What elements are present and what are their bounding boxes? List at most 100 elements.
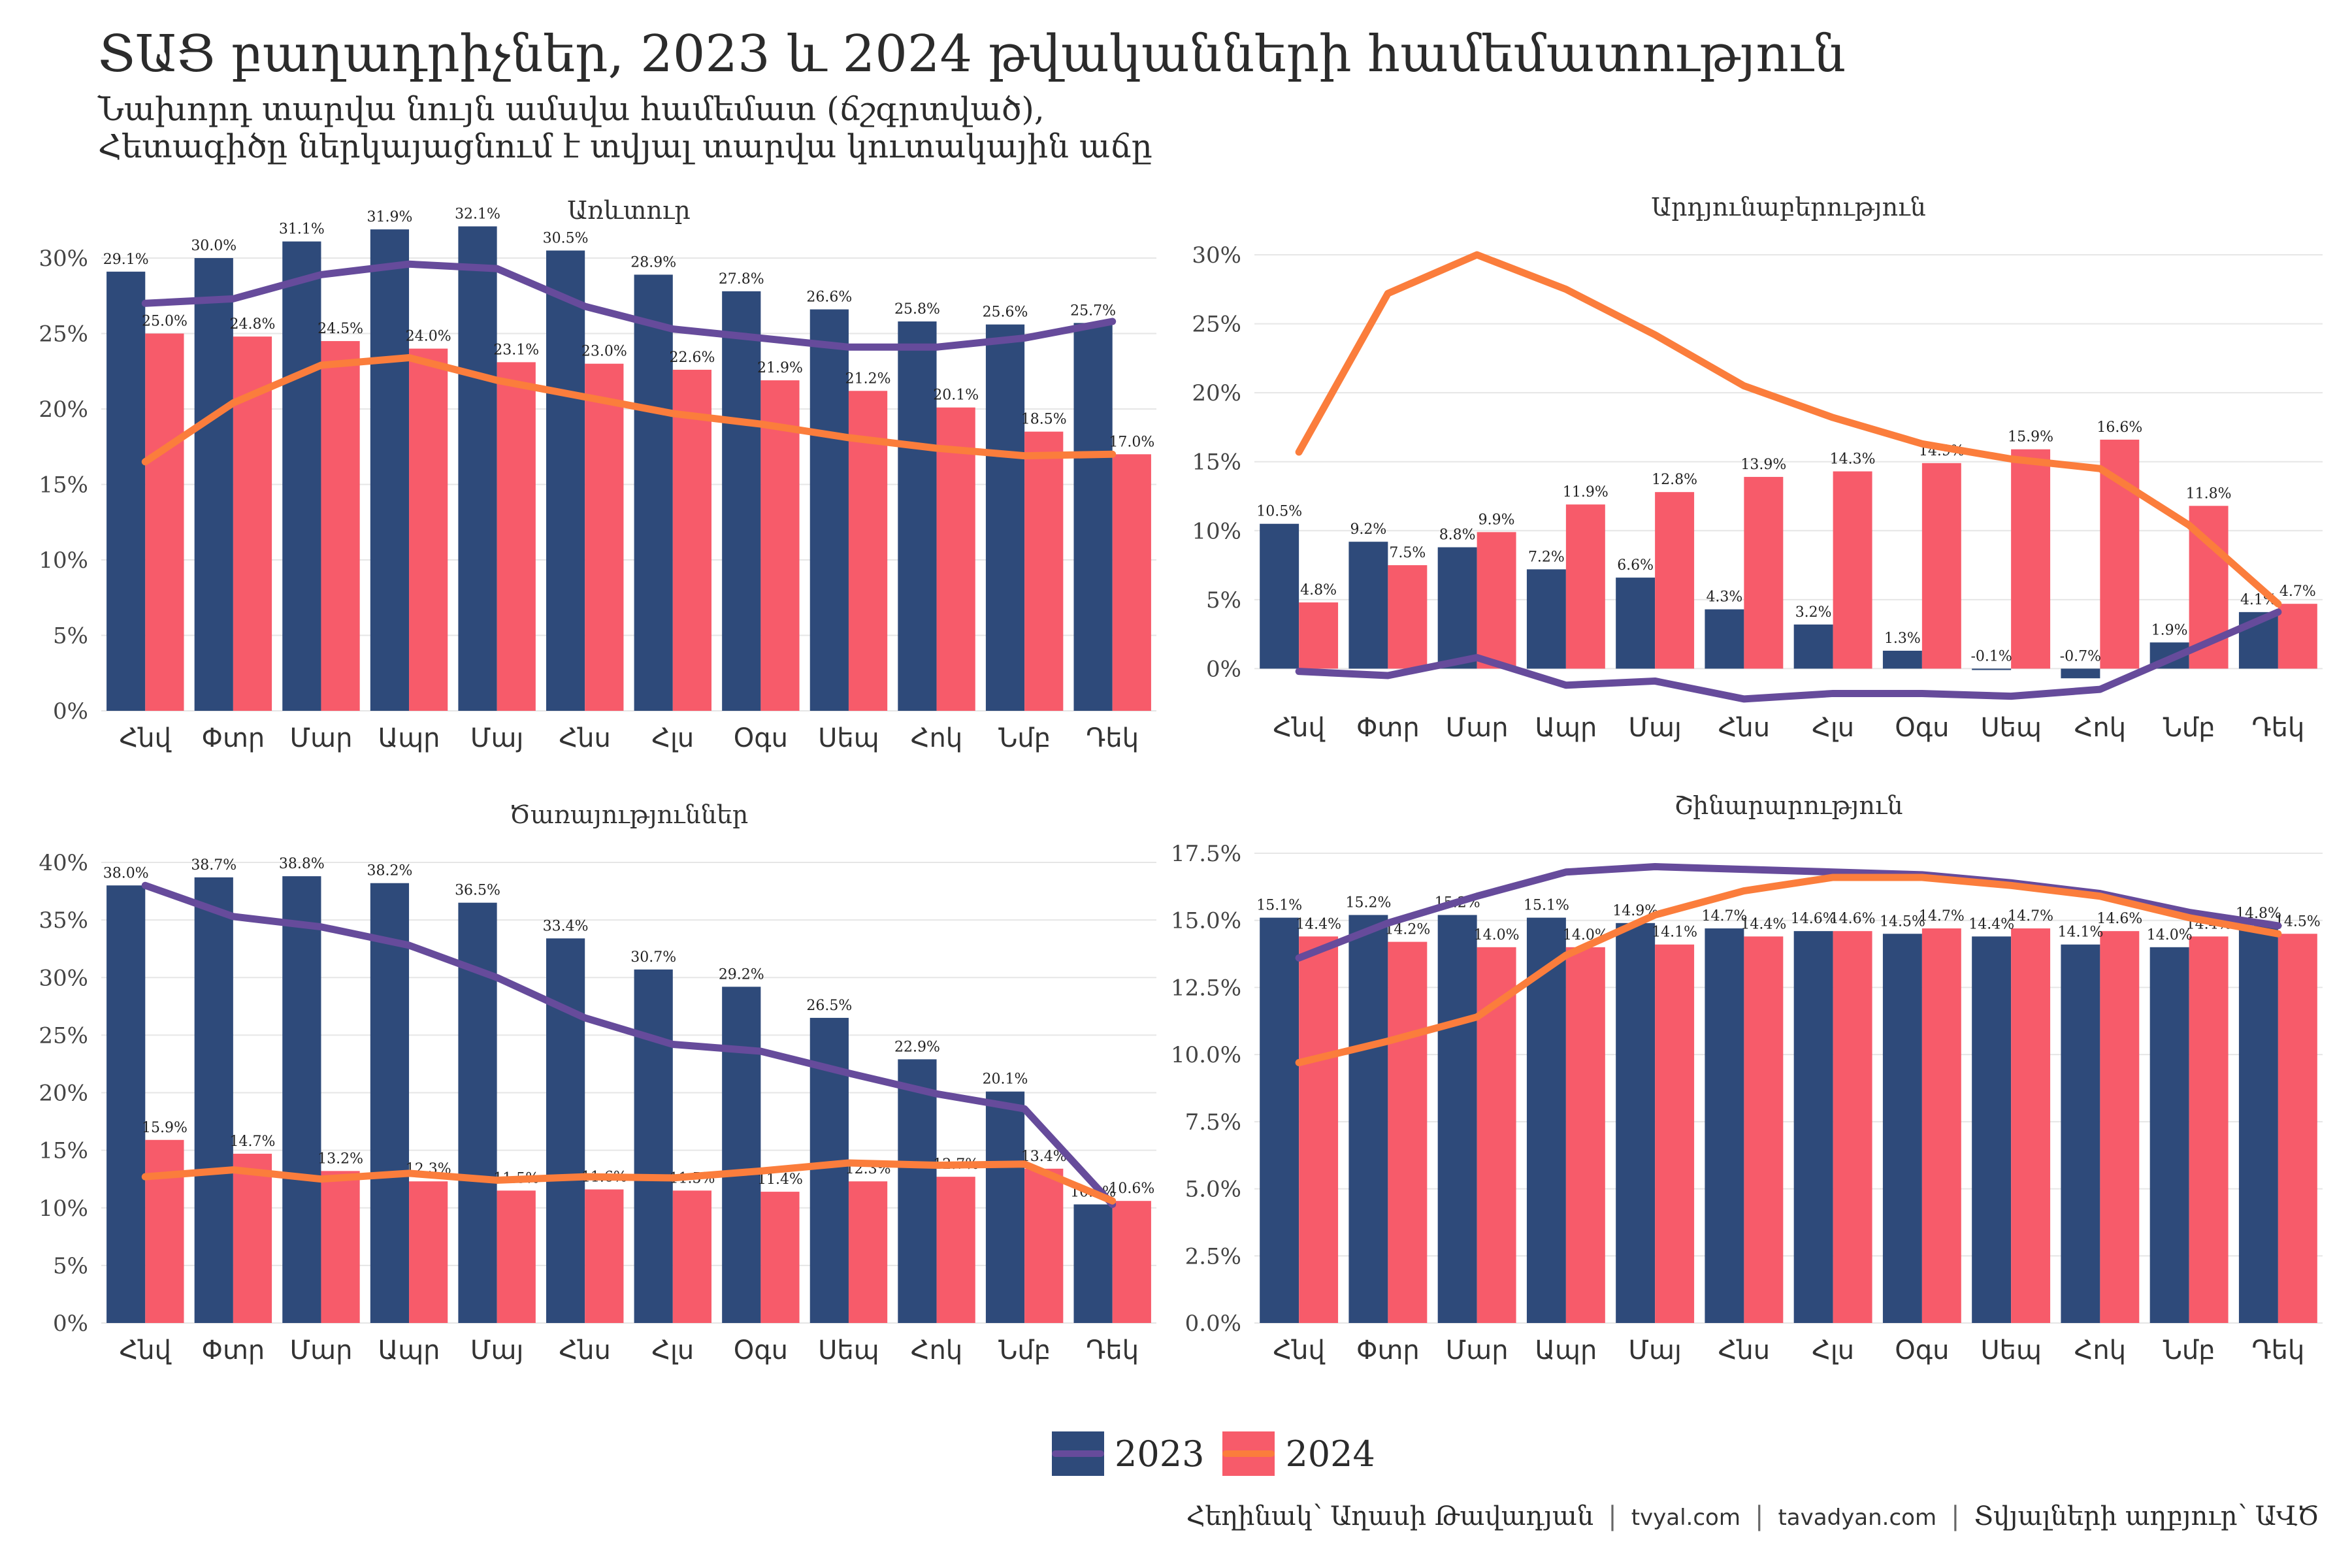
panel-title: Առևտուր <box>567 196 691 225</box>
bar-2024 <box>1388 565 1428 669</box>
data-label-2024: 14.0% <box>1474 927 1520 943</box>
bar-2024 <box>1744 476 1784 669</box>
bar-2023 <box>1260 917 1299 1323</box>
data-label-2023: 26.5% <box>806 998 852 1014</box>
y-tick-label: 10% <box>1192 518 1241 544</box>
data-label-2023: 1.9% <box>2151 622 2188 638</box>
x-tick-label: Սեպ <box>1980 1335 2042 1365</box>
panel-4: Շինարարություն 0.0% 2.5% 5.0% 7.5% 10.0% 12.5%… <box>1171 791 2323 1365</box>
x-tick-label: Մայ <box>1628 1335 1681 1365</box>
bar-2024 <box>1024 431 1064 711</box>
y-tick-label: 10% <box>39 547 88 574</box>
data-label-2023: 38.2% <box>367 863 412 879</box>
data-label-2024: 4.8% <box>1300 582 1337 598</box>
x-tick-label: Փտր <box>1356 713 1420 743</box>
data-label-2024: 14.5% <box>2275 913 2321 930</box>
data-label-2023: 28.9% <box>630 254 676 270</box>
data-label-2023: 36.5% <box>455 883 500 899</box>
y-tick-label: 25% <box>1192 312 1241 338</box>
x-tick-label: Մար <box>289 1335 352 1365</box>
bar-2024 <box>409 1181 448 1323</box>
x-tick-label: Ապր <box>378 723 440 753</box>
y-tick-label: 15% <box>39 1138 88 1164</box>
caption-author: Հեղինակ՝ Աղասի Թավադյան <box>1186 1501 1594 1531</box>
x-tick-label: Նմբ <box>2163 1335 2215 1365</box>
data-label-2023: 9.2% <box>1350 521 1386 538</box>
data-label-2023: 14.7% <box>1701 908 1747 924</box>
x-tick-label: Օգս <box>734 1335 788 1365</box>
data-label-2024: 14.3% <box>1830 451 1876 467</box>
legend-item-2023: 2023 <box>1052 1431 1204 1476</box>
x-tick-label: Մայ <box>1628 713 1681 743</box>
data-label-2023: 25.7% <box>1070 302 1116 319</box>
bar-2024 <box>585 363 624 711</box>
y-tick-label: 15% <box>1192 449 1241 476</box>
subtitle-line-2: Հետագիծը ներկայացնում է տվյալ տարվա կուտ… <box>98 127 1152 165</box>
bar-2024 <box>1565 947 1605 1323</box>
data-label-2023: 29.1% <box>103 252 149 268</box>
data-label-2024: 13.2% <box>318 1151 363 1167</box>
data-label-2023: 1.3% <box>1884 630 1921 647</box>
bar-2023 <box>1526 569 1566 669</box>
bar-2024 <box>1388 941 1428 1323</box>
y-tick-label: 5% <box>53 1253 88 1279</box>
x-tick-label: Մար <box>1446 1335 1509 1365</box>
data-label-2023: 20.1% <box>983 1071 1028 1088</box>
series-line-2024 <box>141 1159 1117 1205</box>
bar-2023 <box>194 258 233 711</box>
bar-2023 <box>370 229 410 711</box>
y-tick-label: 0.0% <box>1185 1311 1241 1337</box>
x-tick-label: Դեկ <box>1086 723 1139 753</box>
caption-site-1[interactable]: tvyal.com <box>1631 1505 1740 1531</box>
x-tick-label: Ապր <box>1535 1335 1597 1365</box>
x-tick-label: Հնվ <box>1273 1335 1325 1365</box>
data-label-2024: 10.6% <box>1109 1181 1154 1197</box>
bar-2024 <box>1655 492 1695 669</box>
data-label-2023: 30.5% <box>543 230 589 246</box>
data-label-2024: 9.9% <box>1478 512 1515 528</box>
x-tick-label: Նմբ <box>998 723 1051 753</box>
y-tick-label: 20% <box>1192 380 1241 406</box>
data-label-2023: 15.1% <box>1256 898 1302 914</box>
bar-2023 <box>1348 542 1388 669</box>
legend-line-2023 <box>1052 1450 1104 1457</box>
bar-2024 <box>936 407 975 711</box>
y-tick-label: 30% <box>39 246 88 272</box>
y-tick-label: 30% <box>39 965 88 991</box>
bar-2023 <box>1793 931 1833 1323</box>
bar-2023 <box>2238 925 2278 1323</box>
data-label-2024: 14.4% <box>1296 916 1341 932</box>
x-tick-label: Հլս <box>651 723 694 753</box>
data-label-2024: 15.9% <box>142 1120 188 1136</box>
x-tick-label: Նմբ <box>2163 713 2215 743</box>
y-tick-label: 5% <box>53 623 88 649</box>
caption-separator: | <box>1608 1501 1617 1531</box>
legend-item-2024: 2024 <box>1222 1431 1375 1476</box>
legend-label-2023: 2023 <box>1115 1433 1205 1475</box>
x-tick-label: Օգս <box>1895 1335 1949 1365</box>
data-label-2023: 26.6% <box>806 289 852 306</box>
y-tick-label: 25% <box>39 1022 88 1049</box>
x-tick-label: Հոկ <box>911 1335 962 1365</box>
panel-2: Արդյունաբերություն 0% 5% 10% 15% 20% 25% 30% 10.… <box>1192 193 2323 743</box>
data-label-2024: 24.0% <box>406 329 451 345</box>
y-tick-label: 0% <box>53 1311 88 1337</box>
x-tick-label: Հոկ <box>2074 713 2126 743</box>
bar-2024 <box>1921 928 1961 1323</box>
x-tick-label: Հնվ <box>120 1335 172 1365</box>
panel-title: Արդյունաբերություն <box>1651 193 1925 221</box>
x-tick-label: Նմբ <box>998 1335 1051 1365</box>
data-label-2023: 25.6% <box>983 304 1028 321</box>
x-tick-label: Հլս <box>1812 1335 1854 1365</box>
data-label-2023: 29.2% <box>719 966 764 983</box>
bar-2024 <box>1744 936 1784 1323</box>
data-label-2023: 14.4% <box>1968 916 2014 932</box>
bar-2024 <box>1921 463 1961 669</box>
bar-2023 <box>1705 609 1744 669</box>
bar-2023 <box>2149 947 2189 1323</box>
data-label-2024: 16.6% <box>2097 419 2142 436</box>
caption-site-2[interactable]: tavadyan.com <box>1778 1505 1937 1531</box>
x-tick-label: Հնս <box>559 1335 611 1365</box>
bar-2024 <box>1477 532 1516 669</box>
